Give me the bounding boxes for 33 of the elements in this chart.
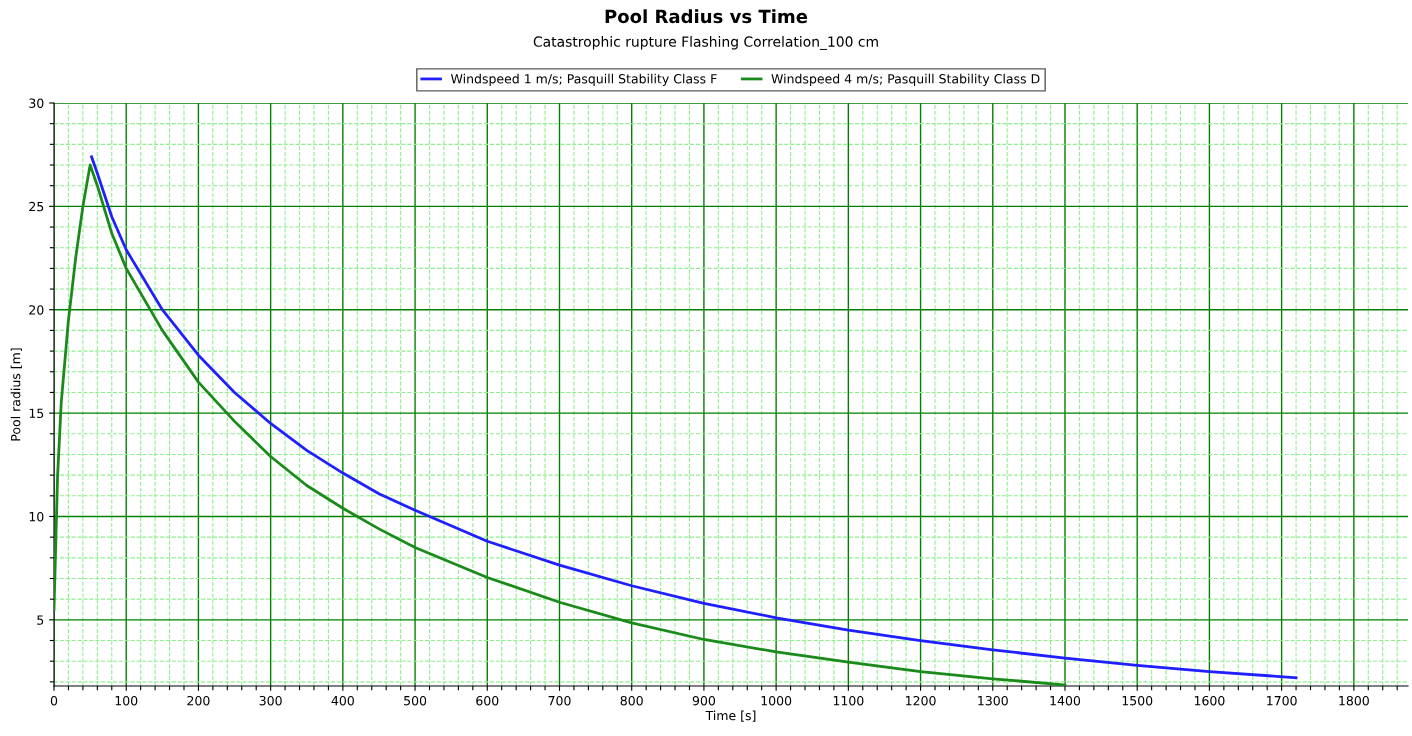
x-tick-label: 1700 [1267, 695, 1297, 706]
x-tick-label: 1800 [1339, 695, 1369, 706]
x-tick-label: 1000 [761, 695, 792, 706]
y-tick-label: 10 [29, 511, 44, 522]
x-tick-label: 200 [187, 695, 210, 706]
x-tick-label: 1300 [978, 695, 1008, 706]
x-axis-title: Time [s] [705, 710, 756, 722]
x-tick-label: 400 [331, 695, 354, 706]
line-series [54, 163, 1067, 686]
x-tick-label: 500 [404, 695, 427, 706]
y-axis-title: Pool radius [m] [10, 348, 22, 441]
x-tick-label: 1500 [1122, 695, 1153, 706]
x-tick-label: 300 [259, 695, 282, 706]
x-tick-label: 600 [476, 695, 499, 706]
y-tick-label: 20 [29, 305, 44, 315]
legend-label: Windspeed 4 m/s; Pasquill Stability Class D [771, 73, 1040, 86]
x-tick-label: 1200 [906, 695, 936, 706]
x-tick-label: 1100 [833, 695, 864, 706]
x-tick-label: 100 [115, 695, 138, 706]
y-tick-label: 5 [37, 615, 44, 625]
x-tick-label: 800 [620, 695, 643, 706]
chart-title: Pool Radius vs Time [605, 9, 808, 24]
legend-label: Windspeed 1 m/s; Pasquill Stability Class F [450, 73, 717, 86]
x-tick-label: 1600 [1194, 695, 1225, 706]
y-tick-label: 15 [29, 408, 44, 419]
line-series [90, 155, 1298, 680]
x-tick-label: 1400 [1050, 695, 1081, 706]
x-tick-label: 700 [548, 695, 571, 706]
y-tick-label: 30 [29, 98, 44, 108]
x-tick-label: 0 [50, 695, 58, 706]
chart-subtitle: Catastrophic rupture Flashing Correlation_100 cm [533, 36, 878, 50]
y-tick-label: 25 [29, 201, 44, 212]
x-tick-label: 900 [692, 695, 716, 706]
